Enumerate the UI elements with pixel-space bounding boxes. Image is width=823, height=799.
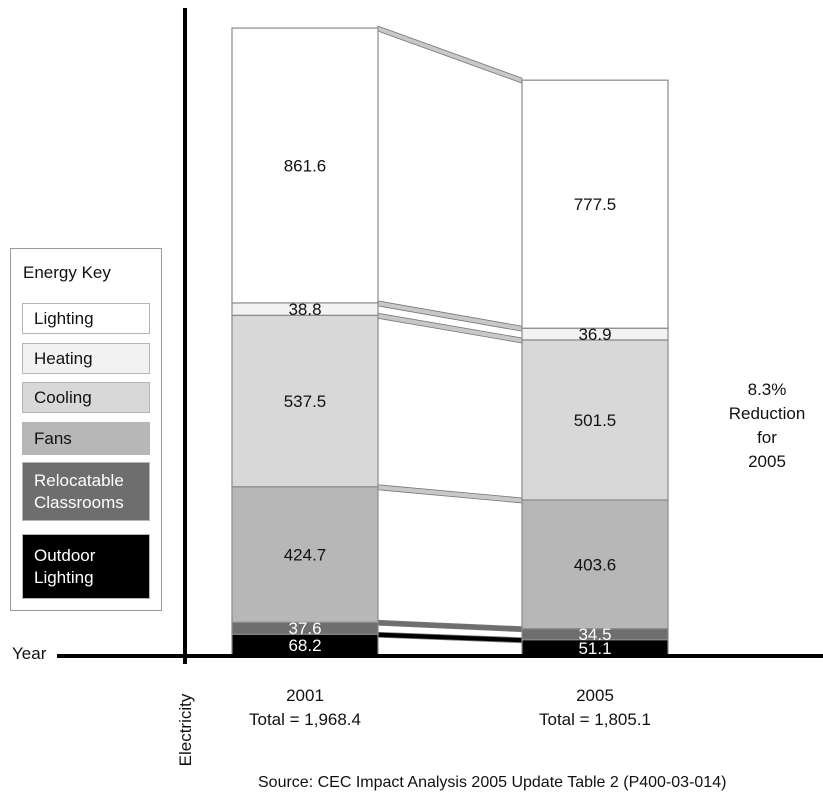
annotation-line: Reduction bbox=[728, 404, 806, 423]
reduction-annotation: 8.3% Reduction for 2005 bbox=[712, 378, 822, 474]
legend-label: Outdoor Lighting bbox=[34, 545, 96, 587]
legend-item-lighting: Lighting bbox=[22, 303, 150, 334]
data-label: 403.6 bbox=[574, 555, 617, 574]
data-label: 36.9 bbox=[578, 325, 611, 344]
category-label-2005: 2005 bbox=[576, 686, 614, 705]
legend-item-fans: Fans bbox=[22, 422, 150, 455]
legend-label: Heating bbox=[34, 348, 93, 368]
connector-band bbox=[377, 25, 523, 84]
category-total-2001: Total = 1,968.4 bbox=[248, 710, 361, 729]
y-axis-label: Electricity bbox=[176, 693, 195, 767]
legend-item-cooling: Cooling bbox=[22, 382, 150, 413]
data-label: 51.1 bbox=[578, 639, 611, 658]
data-label: 501.5 bbox=[574, 411, 617, 430]
bar-segment-cooling-2001 bbox=[231, 314, 379, 488]
legend-label: Lighting bbox=[34, 308, 94, 328]
x-axis-label: Year bbox=[12, 644, 47, 663]
legend-title: Energy Key bbox=[23, 263, 111, 282]
bar-segment-fans-2005 bbox=[521, 499, 669, 630]
legend-item-heating: Heating bbox=[22, 343, 150, 374]
segment-label-layer: 68.237.6 424.7 537.5 38.8 861.6 51.134.5 403.6… bbox=[284, 157, 617, 658]
legend-label: Cooling bbox=[34, 387, 92, 407]
data-label: 68.2 bbox=[288, 636, 321, 655]
bar-segment-fans-2001 bbox=[231, 486, 379, 623]
data-label: 777.5 bbox=[574, 195, 617, 214]
data-label: 424.7 bbox=[284, 546, 327, 565]
data-label: 34.5 bbox=[578, 625, 611, 644]
connector-band bbox=[377, 631, 523, 644]
annotation-line: 8.3% bbox=[747, 380, 787, 399]
data-label: 38.8 bbox=[288, 300, 321, 319]
legend-label: Fans bbox=[34, 428, 72, 448]
data-label: 37.6 bbox=[288, 619, 321, 638]
bar-segment-cooling-2005 bbox=[521, 339, 669, 501]
annotation-line: 2005 bbox=[748, 452, 786, 471]
legend-item-outdoor-lighting: Outdoor Lighting bbox=[22, 534, 150, 599]
bar-layer bbox=[231, 27, 669, 657]
connector-band bbox=[377, 619, 523, 633]
data-label: 537.5 bbox=[284, 392, 327, 411]
source-note: Source: CEC Impact Analysis 2005 Update … bbox=[258, 774, 727, 791]
bar-segment-lighting-2001 bbox=[231, 27, 379, 304]
bar-segment-lighting-2005 bbox=[521, 79, 669, 329]
connector-layer bbox=[377, 25, 523, 644]
connector-band bbox=[377, 484, 523, 504]
legend-label: Relocatable Classrooms bbox=[34, 470, 124, 512]
annotation-line: for bbox=[757, 428, 777, 447]
legend-item-relocatable-classrooms: Relocatable Classrooms bbox=[22, 462, 150, 521]
energy-key-legend: Energy Key Lighting Heating Cooling Fans… bbox=[10, 248, 162, 611]
category-total-2005: Total = 1,805.1 bbox=[538, 710, 651, 729]
data-label: 861.6 bbox=[284, 157, 327, 176]
category-label-2001: 2001 bbox=[286, 686, 324, 705]
